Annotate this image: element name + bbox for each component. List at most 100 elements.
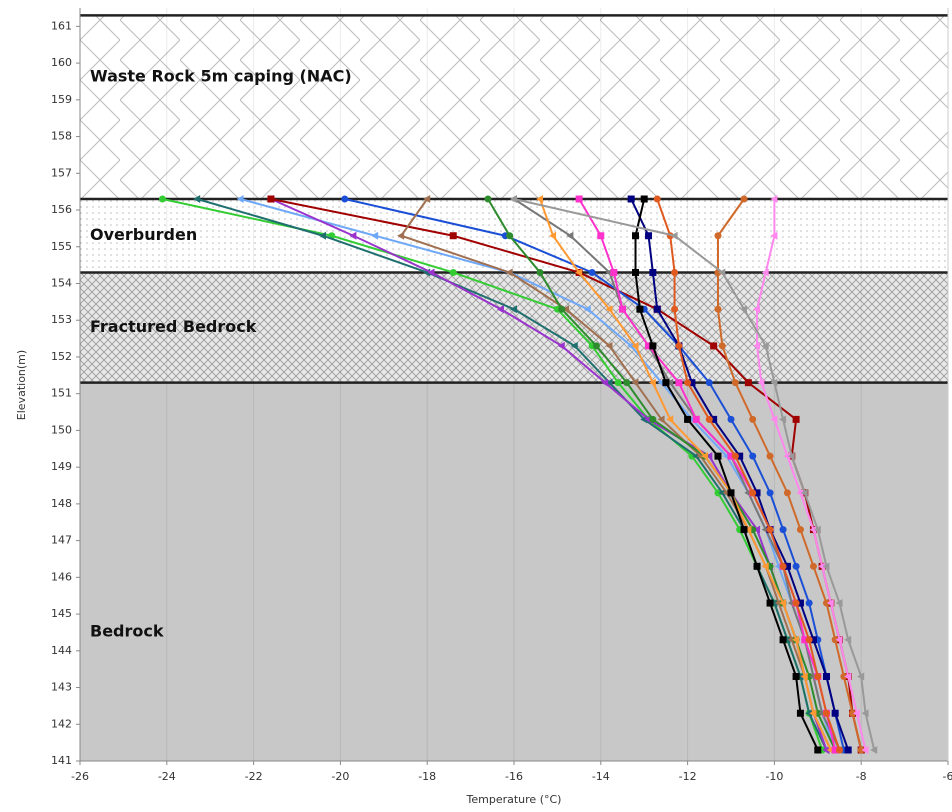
- data-point: [718, 488, 726, 497]
- data-point: [844, 672, 852, 681]
- data-point: [536, 195, 544, 204]
- data-point: [783, 452, 791, 461]
- data-point: [740, 305, 748, 314]
- data-point: [840, 673, 848, 681]
- data-point: [583, 305, 591, 314]
- data-point: [779, 636, 787, 644]
- data-point: [575, 268, 583, 277]
- data-point: [761, 268, 769, 277]
- data-point: [718, 342, 726, 350]
- y-tick-label: 147: [51, 534, 72, 547]
- y-axis-title: Elevation(m): [15, 350, 28, 420]
- series-line: [399, 198, 832, 751]
- data-point: [831, 746, 839, 754]
- data-point: [766, 452, 774, 460]
- data-point: [692, 415, 700, 423]
- data-point: [861, 709, 869, 718]
- data-point: [710, 415, 718, 423]
- x-tick-label: -16: [505, 770, 523, 783]
- data-point: [836, 746, 843, 754]
- data-point: [566, 231, 574, 240]
- y-tick-label: 145: [51, 607, 72, 620]
- y-tick-label: 144: [51, 644, 72, 657]
- data-point: [684, 415, 692, 423]
- y-tick-label: 156: [51, 203, 72, 216]
- x-tick-label: -22: [245, 770, 263, 783]
- series-line: [716, 198, 863, 751]
- data-point: [792, 673, 800, 681]
- data-point: [605, 305, 613, 314]
- data-point: [619, 305, 626, 313]
- data-point: [267, 195, 275, 203]
- data-point: [783, 562, 791, 570]
- data-point: [792, 415, 800, 423]
- x-tick-label: -26: [71, 770, 89, 783]
- data-point: [570, 341, 578, 350]
- data-point: [835, 635, 843, 644]
- data-point: [631, 378, 639, 387]
- data-point: [549, 231, 557, 240]
- data-point: [632, 268, 640, 276]
- data-point: [427, 268, 435, 277]
- y-tick-label: 159: [51, 93, 72, 106]
- data-point: [757, 378, 765, 387]
- data-point: [640, 195, 648, 203]
- data-point: [688, 379, 696, 387]
- data-point: [705, 452, 713, 461]
- y-tick-label: 148: [51, 497, 72, 510]
- data-point: [614, 379, 622, 387]
- data-point: [731, 379, 739, 387]
- y-tick-label: 155: [51, 240, 72, 253]
- data-point: [653, 195, 661, 203]
- data-point: [766, 599, 774, 607]
- x-tick-label: -24: [158, 770, 176, 783]
- data-point: [770, 195, 778, 204]
- data-point: [349, 231, 357, 240]
- data-point: [787, 452, 795, 461]
- data-point: [861, 745, 869, 754]
- y-tick-label: 160: [51, 56, 72, 69]
- data-point: [705, 415, 713, 423]
- data-point: [158, 195, 166, 203]
- data-point: [705, 379, 713, 387]
- data-point: [805, 636, 813, 644]
- data-point: [779, 599, 787, 608]
- data-point: [562, 305, 570, 314]
- y-tick-label: 146: [51, 570, 72, 583]
- x-tick-label: -8: [856, 770, 867, 783]
- data-point: [787, 635, 795, 644]
- data-point: [744, 379, 752, 387]
- data-point: [605, 378, 613, 387]
- data-point: [826, 599, 834, 608]
- data-point: [835, 599, 843, 608]
- data-point: [662, 379, 670, 387]
- data-point: [666, 378, 674, 387]
- x-axis-title: Temperature (°C): [466, 793, 562, 806]
- data-point: [783, 635, 791, 644]
- data-point: [653, 305, 661, 313]
- data-point: [770, 231, 778, 240]
- y-tick-label: 152: [51, 350, 72, 363]
- data-point: [714, 232, 722, 240]
- zone-label: Overburden: [90, 225, 197, 244]
- data-point: [671, 268, 679, 276]
- data-point: [761, 562, 769, 571]
- y-tick-label: 153: [51, 313, 72, 326]
- x-tick-label: -12: [679, 770, 697, 783]
- data-point: [649, 342, 657, 350]
- data-point: [818, 562, 826, 571]
- data-point: [623, 379, 631, 387]
- data-point: [740, 195, 748, 203]
- data-point: [605, 341, 613, 350]
- data-point: [783, 489, 791, 497]
- series-line: [630, 198, 850, 751]
- data-point: [796, 526, 804, 534]
- series-line: [756, 199, 867, 751]
- data-point: [822, 673, 830, 681]
- data-point: [644, 415, 652, 424]
- data-point: [671, 305, 679, 313]
- data-point: [800, 672, 808, 681]
- data-point: [710, 342, 718, 350]
- series-line: [513, 198, 876, 751]
